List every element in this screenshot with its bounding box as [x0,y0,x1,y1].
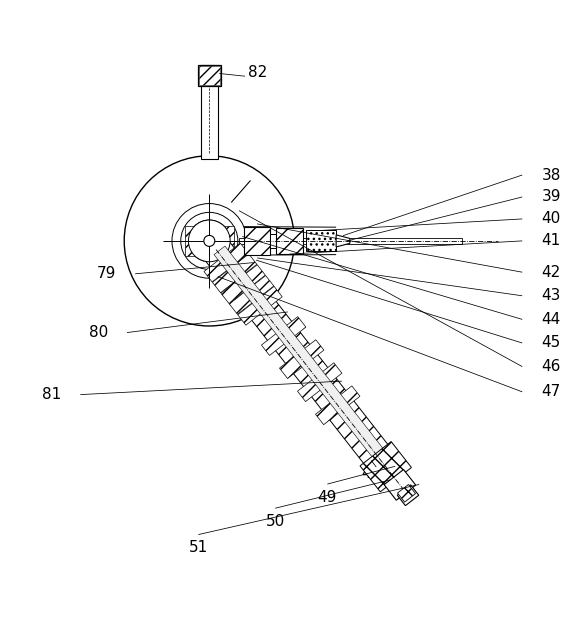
Polygon shape [214,246,393,470]
Text: 81: 81 [42,387,61,402]
Polygon shape [199,66,220,85]
Polygon shape [185,226,234,256]
Polygon shape [230,275,274,314]
Text: 44: 44 [541,312,561,327]
Polygon shape [360,442,412,492]
Circle shape [172,203,246,278]
Polygon shape [239,238,462,244]
Text: 43: 43 [541,289,561,303]
Text: 41: 41 [541,233,561,248]
Polygon shape [201,66,217,159]
Text: 50: 50 [266,513,285,529]
Text: 45: 45 [541,336,561,350]
Polygon shape [336,235,350,247]
Polygon shape [198,66,221,86]
Circle shape [124,156,294,326]
Polygon shape [397,485,419,506]
Polygon shape [213,254,257,293]
Polygon shape [306,231,336,251]
Text: 42: 42 [541,265,561,280]
Text: 79: 79 [97,266,116,282]
Text: 51: 51 [189,540,208,555]
Text: 40: 40 [541,212,561,226]
Polygon shape [270,234,276,248]
Text: 38: 38 [541,168,561,183]
Circle shape [204,236,215,246]
Polygon shape [315,386,360,425]
Circle shape [189,220,230,261]
Polygon shape [297,363,342,401]
Polygon shape [276,227,303,254]
Polygon shape [238,287,282,325]
Text: 82: 82 [248,65,267,80]
Text: 48: 48 [361,466,381,481]
Text: 80: 80 [89,325,108,340]
Polygon shape [384,469,416,500]
Polygon shape [280,340,324,379]
Polygon shape [204,243,248,282]
Text: 49: 49 [318,490,337,505]
Polygon shape [398,484,415,502]
Text: 46: 46 [541,359,561,374]
Polygon shape [262,317,306,355]
Text: 47: 47 [541,384,561,399]
Polygon shape [204,240,400,479]
Polygon shape [244,227,270,255]
Text: 39: 39 [541,190,561,205]
Polygon shape [221,265,265,304]
